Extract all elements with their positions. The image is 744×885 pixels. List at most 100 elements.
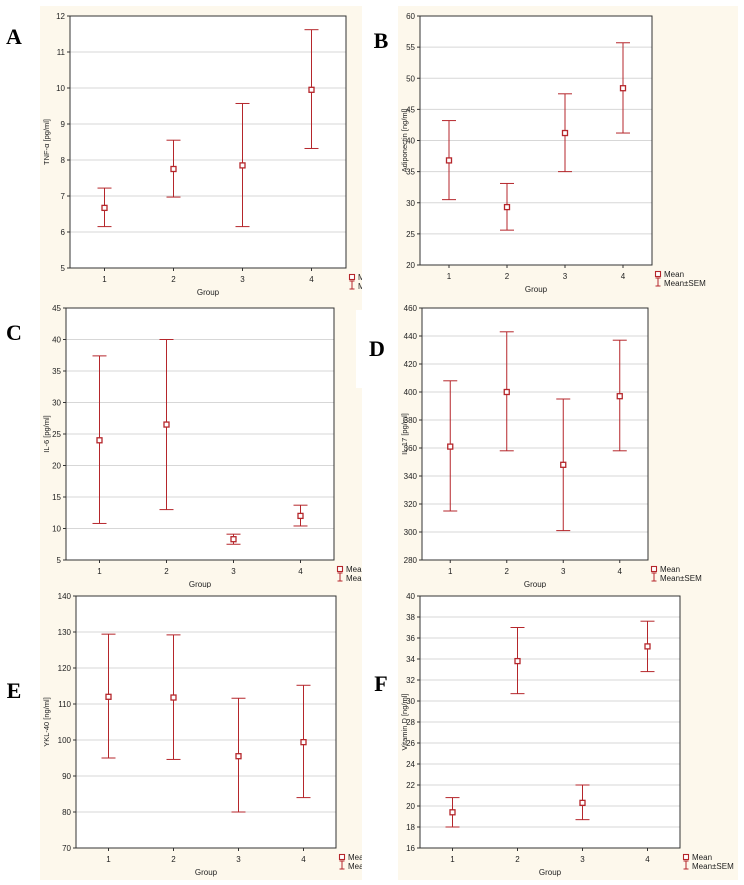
legend-mean-label: Mean	[664, 270, 684, 279]
x-axis-label: Group	[525, 285, 548, 294]
y-tick-label: 110	[58, 700, 71, 709]
y-tick-label: 10	[56, 84, 65, 93]
y-tick-label: 18	[406, 823, 415, 832]
plot-frame	[65, 307, 335, 561]
y-tick-label: 420	[404, 360, 418, 369]
legend-mean-marker	[682, 853, 690, 861]
panel-letter-e: E	[0, 676, 28, 706]
mean-point	[297, 512, 304, 520]
legend-mean-marker	[348, 273, 356, 281]
plot-frame	[421, 307, 649, 561]
y-tick-label: 36	[406, 634, 415, 643]
mean-point	[308, 86, 315, 93]
y-tick-label: 40	[406, 592, 415, 601]
plot-frame	[75, 595, 337, 849]
y-tick-label: 11	[57, 48, 66, 57]
y-tick-label: 12	[56, 12, 65, 21]
x-tick-label: 2	[164, 567, 169, 576]
error-bar-group	[500, 182, 514, 231]
y-tick-label: 70	[62, 844, 71, 853]
y-tick-label: 140	[58, 592, 72, 601]
y-tick-label: 8	[61, 156, 66, 165]
x-tick-label: 3	[236, 855, 241, 864]
y-tick-label: 38	[406, 613, 415, 622]
y-tick-label: 300	[404, 528, 418, 537]
mean-point	[300, 739, 307, 746]
x-tick-label: 1	[450, 855, 455, 864]
error-bar-group	[558, 93, 572, 173]
legend-mean-marker	[338, 853, 346, 861]
y-tick-label: 24	[406, 760, 415, 769]
x-tick-label: 3	[240, 275, 245, 284]
x-tick-label: 4	[645, 855, 650, 864]
legend-mean-label: Mean	[692, 853, 712, 862]
y-tick-label: 60	[406, 12, 415, 21]
x-tick-label: 4	[298, 567, 303, 576]
mean-point	[644, 643, 651, 650]
legend-sem-label: Mean±SEM	[346, 574, 362, 583]
x-tick-label: 4	[301, 855, 306, 864]
panel-letter-c: C	[0, 318, 28, 348]
y-tick-label: 25	[406, 230, 415, 239]
y-tick-label: 90	[62, 772, 71, 781]
error-bar-group	[92, 355, 107, 524]
y-tick-label: 10	[52, 525, 61, 534]
x-tick-label: 1	[447, 272, 452, 281]
mean-point	[170, 694, 177, 701]
legend-sem-label: Mean±SEM	[692, 862, 734, 871]
x-tick-label: 1	[97, 567, 102, 576]
legend-mean-label: Mean	[358, 273, 362, 282]
legend-mean-marker	[650, 565, 658, 573]
x-tick-label: 2	[515, 855, 520, 864]
error-bar-group	[443, 380, 458, 512]
error-bar-group	[556, 398, 571, 532]
chart-panel-b: 20 25 30 35 40 45 50 55 60 1 2 3 4 Group Adiponectin […	[398, 6, 738, 298]
error-bar-group	[575, 784, 590, 821]
plot-area	[422, 308, 648, 560]
y-tick-label: 120	[58, 664, 72, 673]
chart-panel-d: 280 300 320 340 360 380 400 420 440 460 1 2 3 4 Group I…	[398, 298, 738, 588]
y-tick-label: 22	[406, 781, 415, 790]
mean-point	[560, 461, 567, 468]
x-tick-label: 3	[563, 272, 568, 281]
x-tick-label: 2	[171, 855, 176, 864]
plot-area	[76, 596, 336, 848]
legend-mean-marker	[654, 270, 662, 278]
y-tick-label: 30	[406, 199, 415, 208]
x-tick-label: 1	[106, 855, 111, 864]
mean-point	[514, 657, 521, 665]
y-tick-label: 55	[406, 43, 415, 52]
y-tick-label: 5	[57, 556, 62, 565]
mean-point	[619, 85, 627, 92]
y-tick-label: 7	[61, 192, 66, 201]
error-bar-group	[293, 504, 308, 527]
y-tick-label: 9	[61, 120, 66, 129]
y-tick-label: 360	[404, 444, 418, 453]
y-tick-label: 50	[406, 74, 415, 83]
chart-svg-e: 70 80 90 100 110 120 130 140 1 2 3 4 Group YKL-40 [ng…	[42, 592, 362, 877]
y-tick-label: 35	[52, 367, 61, 376]
mean-point	[96, 437, 103, 444]
error-bar-group	[616, 42, 630, 134]
legend-sem-label: Mean±SEM	[358, 282, 362, 291]
y-axis-label: Vitamin D [ng/ml]	[400, 694, 409, 751]
y-tick-label: 20	[406, 261, 415, 270]
x-axis-label: Group	[524, 580, 547, 588]
y-tick-label: 34	[406, 655, 415, 664]
plot-frame	[419, 15, 653, 266]
error-bar-group	[445, 797, 460, 828]
legend-sem-label: Mean±SEM	[348, 862, 362, 871]
legend-mean-marker	[336, 565, 344, 573]
x-axis-label: Group	[539, 868, 562, 877]
y-tick-label: 320	[404, 500, 418, 509]
x-tick-label: 4	[309, 275, 314, 284]
x-axis-label: Group	[189, 580, 212, 588]
x-axis-label: Group	[197, 288, 220, 297]
x-tick-label: 3	[580, 855, 585, 864]
y-tick-label: 30	[52, 399, 61, 408]
y-tick-label: 32	[406, 676, 415, 685]
panel-letter-f: F	[364, 656, 398, 712]
error-bar-group	[612, 339, 627, 452]
y-tick-label: 400	[404, 388, 418, 397]
chart-svg-b: 20 25 30 35 40 45 50 55 60 1 2 3 4 Group Adiponectin […	[400, 12, 706, 294]
